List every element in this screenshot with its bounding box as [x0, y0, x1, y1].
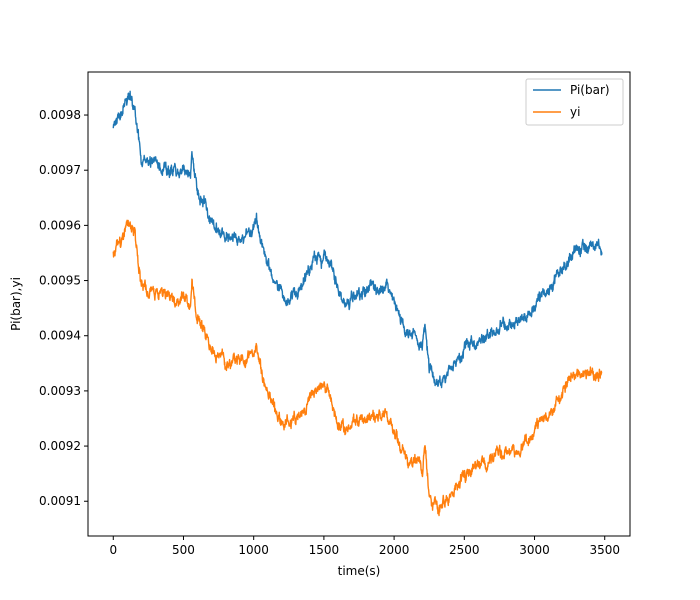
- y-tick-label: 0.0098: [39, 108, 81, 122]
- series-line-yi: [112, 219, 603, 517]
- legend-label-yi: yi: [570, 105, 580, 119]
- y-tick-label: 0.0091: [39, 494, 81, 508]
- x-tick-label: 1000: [238, 543, 269, 557]
- y-axis: 0.0091 0.0092 0.0093 0.0094 0.0095 0.0096 0.00…: [39, 108, 88, 508]
- legend-label-pi-bar: Pi(bar): [570, 83, 610, 97]
- y-axis-label: Pi(bar),yi: [9, 277, 23, 331]
- x-tick-label: 0: [109, 543, 117, 557]
- legend: Pi(bar) yi: [525, 78, 624, 126]
- x-tick-label: 2000: [379, 543, 410, 557]
- x-tick-label: 2500: [449, 543, 480, 557]
- x-tick-label: 1500: [309, 543, 340, 557]
- y-tick-label: 0.0095: [39, 274, 81, 288]
- x-axis: 0 500 1000 1500 2000 2500 3000 3500: [109, 536, 620, 557]
- x-tick-label: 3500: [589, 543, 620, 557]
- y-tick-label: 0.0092: [39, 439, 81, 453]
- series-line-pi-bar: [112, 90, 603, 389]
- y-tick-label: 0.0096: [39, 218, 81, 232]
- x-tick-label: 3000: [519, 543, 550, 557]
- series-layer: [112, 90, 603, 517]
- x-axis-label: time(s): [338, 564, 381, 578]
- x-tick-label: 500: [172, 543, 195, 557]
- plot-area-frame: [87, 71, 631, 537]
- y-tick-label: 0.0093: [39, 384, 81, 398]
- y-tick-label: 0.0097: [39, 163, 81, 177]
- y-tick-label: 0.0094: [39, 329, 81, 343]
